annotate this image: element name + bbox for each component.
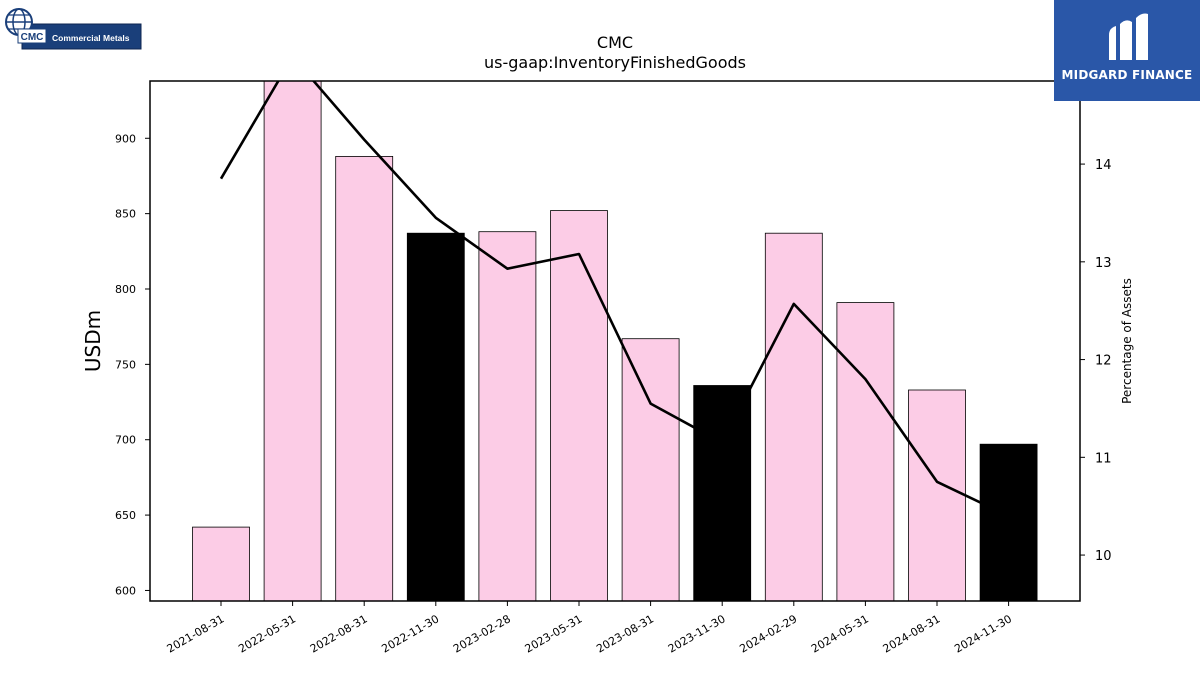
bar-2023-11-30 [693, 385, 752, 601]
company-logo: CMC Commercial Metals [4, 6, 144, 52]
company-logo-label: CMC [21, 32, 44, 43]
bar-2022-08-31 [335, 155, 394, 601]
y2-tick-label: 13 [1095, 256, 1112, 271]
bar-2024-05-31 [836, 302, 895, 601]
plot-area: 600 650 700 750 800 850 900 10 11 12 13 14 2021-08-3… [115, 80, 1112, 656]
y2-tick-label: 10 [1095, 549, 1112, 564]
company-logo-name: Commercial Metals [52, 33, 130, 43]
x-tick-label: 2023-08-31 [594, 612, 656, 655]
y-tick-label: 650 [115, 509, 136, 522]
x-tick-label: 2022-11-30 [379, 612, 441, 655]
bar-2023-08-31 [621, 338, 680, 601]
bar-2022-05-31 [263, 81, 322, 601]
y-tick-label: 750 [115, 358, 136, 371]
x-tick-label: 2024-08-31 [881, 612, 943, 655]
bar-2022-11-30 [406, 232, 465, 601]
x-tick-label: 2024-11-30 [952, 612, 1014, 655]
bar-2024-11-30 [979, 443, 1038, 601]
y-axis-label: USDm [81, 310, 105, 372]
y2-tick-label: 11 [1095, 451, 1112, 466]
series-line-percentage [219, 81, 1010, 518]
bar-2024-02-29 [764, 232, 823, 601]
x-tick-label: 2024-02-29 [737, 612, 799, 655]
x-tick-label: 2022-05-31 [236, 612, 298, 655]
publisher-logo: MIDGARD FINANCE [1054, 0, 1200, 101]
bar-2024-08-31 [908, 389, 966, 601]
bar-2021-08-31 [192, 526, 250, 601]
y-tick-label: 600 [115, 584, 136, 597]
y-tick-label: 900 [115, 132, 136, 145]
y-tick-label: 850 [115, 208, 136, 221]
plot-frame [149, 80, 1081, 602]
x-tick-label: 2023-02-28 [451, 612, 513, 655]
chart-subtitle: us-gaap:InventoryFinishedGoods [484, 53, 746, 72]
publisher-mark-icon [1109, 13, 1148, 60]
chart-title: CMC [597, 33, 633, 52]
series-layer [192, 81, 1038, 601]
x-tick-label: 2023-05-31 [523, 612, 585, 655]
x-tick-label: 2023-11-30 [666, 612, 728, 655]
y-tick-label: 700 [115, 434, 136, 447]
y2-tick-label: 12 [1095, 354, 1112, 369]
x-tick-label: 2021-08-31 [165, 612, 227, 655]
bar-2023-05-31 [550, 210, 608, 601]
x-tick-label: 2022-08-31 [308, 612, 370, 655]
y2-tick-label: 14 [1095, 158, 1112, 173]
bar-2023-02-28 [478, 231, 537, 601]
y-tick-label: 800 [115, 283, 136, 296]
y2-axis-label: Percentage of Assets [1120, 278, 1134, 404]
publisher-name: MIDGARD FINANCE [1061, 68, 1193, 82]
x-tick-label: 2024-05-31 [809, 612, 871, 655]
